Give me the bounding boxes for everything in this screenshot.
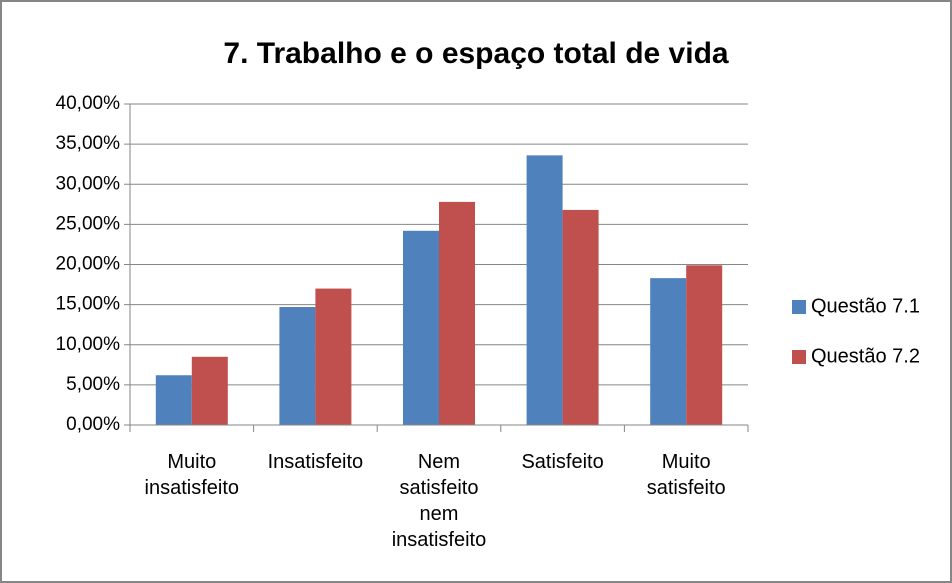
x-tick-label: Nem satisfeito nem insatisfeito: [391, 451, 487, 551]
y-tick-label: 5,00%: [66, 374, 120, 395]
legend-swatch: [792, 350, 806, 364]
legend-swatch: [792, 300, 806, 314]
bar: [403, 230, 439, 425]
y-tick-label: 0,00%: [66, 414, 120, 435]
bar: [562, 209, 599, 425]
bar: [439, 201, 475, 425]
y-tick-label: 30,00%: [56, 173, 121, 194]
bar: [650, 278, 687, 425]
x-tick-label: Satisfeito: [521, 451, 604, 473]
y-tick-label: 10,00%: [56, 334, 121, 355]
bar: [315, 288, 352, 425]
chart-title: 7. Trabalho e o espaço total de vida: [223, 37, 728, 70]
bar: [279, 307, 316, 425]
y-tick-label: 35,00%: [56, 133, 121, 154]
bar: [191, 356, 228, 425]
bar: [686, 265, 723, 425]
y-tick-label: 20,00%: [56, 254, 121, 275]
x-tick-label: Muito insatisfeito: [144, 451, 240, 499]
x-tick-label: Insatisfeito: [267, 451, 364, 473]
y-tick-label: 25,00%: [56, 213, 121, 234]
legend-label: Questão 7.2: [811, 345, 920, 367]
x-tick-label: Muito satisfeito: [646, 451, 726, 499]
legend-label: Questão 7.1: [811, 295, 920, 317]
y-tick-label: 15,00%: [56, 294, 121, 315]
bar: [155, 375, 192, 425]
y-tick-label: 40,00%: [56, 93, 121, 114]
bar: [526, 155, 563, 426]
